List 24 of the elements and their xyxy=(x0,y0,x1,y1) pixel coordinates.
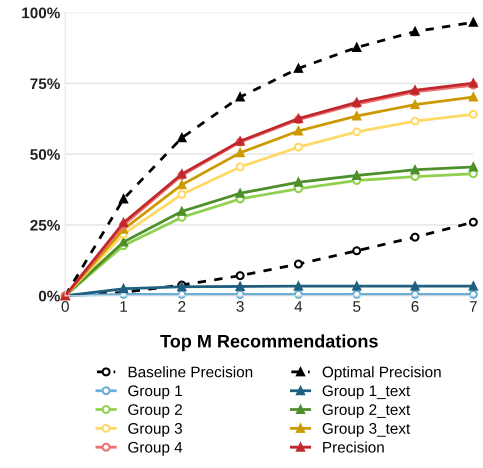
x-tick-label: 1 xyxy=(120,301,128,312)
legend-label: Precision xyxy=(323,441,384,453)
x-axis-title: Top M Recommendations xyxy=(160,334,378,352)
legend-label: Group 1 xyxy=(128,385,182,400)
legend-label: Group 2 xyxy=(128,404,182,418)
x-tick-label: 6 xyxy=(412,301,419,312)
x-tick-label: 5 xyxy=(353,301,360,312)
legend-label: Group 4 xyxy=(128,442,182,456)
y-tick-label: 50% xyxy=(30,149,60,160)
legend-label: Group 3_text xyxy=(322,423,410,437)
y-tick-label: 25% xyxy=(30,220,60,231)
x-tick-label: 4 xyxy=(294,301,302,312)
legend-label: Baseline Precision xyxy=(128,366,252,378)
x-tick-label: 0 xyxy=(62,301,69,312)
y-tick-label: 75% xyxy=(30,78,60,90)
legend-label: Optimal Precision xyxy=(322,366,441,380)
legend-label: Group 2_text xyxy=(322,404,410,418)
y-tick-label: 0% xyxy=(38,290,60,302)
y-tick-label: 100% xyxy=(22,8,60,18)
x-tick-label: 7 xyxy=(470,301,477,312)
legend-label: Group 3 xyxy=(128,423,182,437)
legend-label: Group 1_text xyxy=(322,385,410,400)
x-tick-label: 2 xyxy=(178,301,186,312)
x-tick-label: 3 xyxy=(236,301,244,312)
